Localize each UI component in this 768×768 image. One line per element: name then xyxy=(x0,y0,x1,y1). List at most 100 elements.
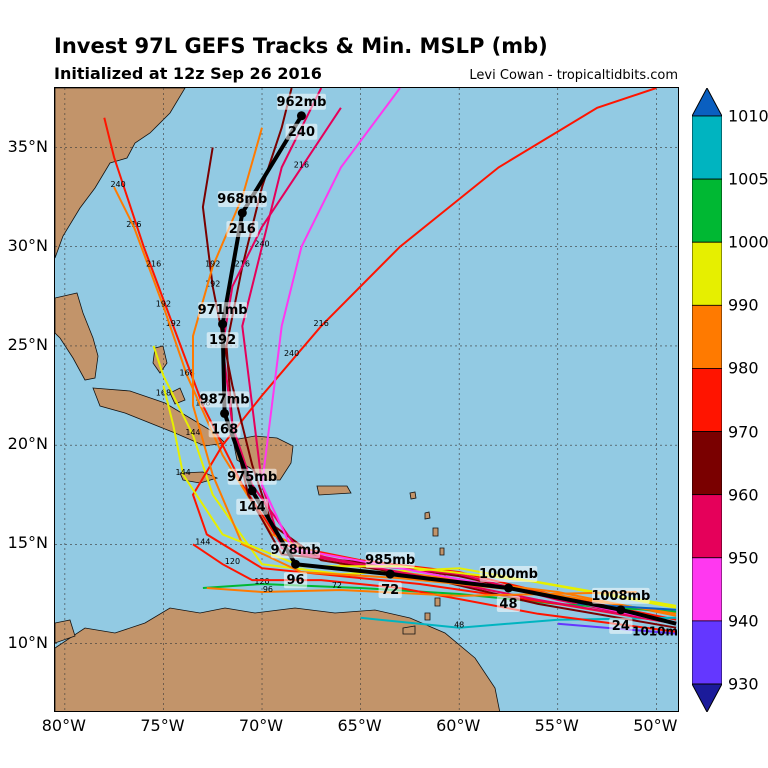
mean-track-point xyxy=(218,319,228,329)
colorbar-band xyxy=(692,178,722,243)
land-central-america xyxy=(55,619,76,644)
colorbar-tick-label: 930 xyxy=(728,674,759,694)
mean-pressure-label-bg xyxy=(365,552,415,569)
mean-pressure-label: 971mb xyxy=(198,303,248,318)
lat-tick-label: 15°N xyxy=(7,533,48,553)
colorbar-tick-label: 1010 xyxy=(728,106,768,126)
member-hour-label: 168 xyxy=(179,369,194,378)
lat-tick-label: 10°N xyxy=(7,632,48,652)
lat-tick-label: 30°N xyxy=(7,235,48,255)
lon-tick-label: 65°W xyxy=(337,716,382,735)
mean-pressure-label: 975mb xyxy=(227,470,277,485)
mean-track-point xyxy=(220,408,230,418)
mean-hour-label-bg xyxy=(378,582,402,599)
member-track-line xyxy=(191,88,677,625)
colorbar-tick-label: 990 xyxy=(728,295,759,315)
lon-tick-label: 80°W xyxy=(41,716,86,735)
mean-pressure-label-bg xyxy=(217,191,267,207)
chart-title: Invest 97L GEFS Tracks & Min. MSLP (mb) xyxy=(54,34,548,58)
member-hour-label: 192 xyxy=(205,260,220,269)
mean-pressure-label: 1000mb xyxy=(479,567,538,582)
colorbar-band xyxy=(692,494,722,559)
land-puerto-rico xyxy=(316,485,352,496)
mean-pressure-label: 985mb xyxy=(365,553,415,568)
track-map: 168 192 216 240 168 192 216 216 240 144 168 120 48 21… xyxy=(55,88,678,711)
mean-track-line xyxy=(220,114,677,626)
lat-tick-label: 35°N xyxy=(7,136,48,156)
colorbar-tick-label: 1000 xyxy=(728,232,768,252)
mean-hour-label: 216 xyxy=(229,222,256,237)
member-hour-label: 48 xyxy=(454,621,464,630)
mean-hour-label: 240 xyxy=(288,125,315,140)
member-hour-label: 72 xyxy=(332,581,342,590)
mean-pressure-label-bg xyxy=(198,302,248,319)
land-florida xyxy=(55,292,99,381)
member-track-line xyxy=(260,88,677,625)
mean-hour-label: 72 xyxy=(381,583,399,598)
colorbar-band xyxy=(692,620,722,685)
colorbar-tick-label: 940 xyxy=(728,611,759,631)
member-hour-label: 144 xyxy=(195,537,210,546)
mean-pressure-label-bg xyxy=(276,93,326,110)
member-hour-label: 216 xyxy=(314,319,329,328)
land-us-east-coast xyxy=(55,88,186,259)
lon-tick-label: 50°W xyxy=(633,716,678,735)
lon-tick-label: 55°W xyxy=(534,716,579,735)
colorbar-tick-label: 1005 xyxy=(728,169,768,189)
colorbar-band xyxy=(692,557,722,622)
colorbar-tick-label: 950 xyxy=(728,548,759,568)
member-hour-label: 216 xyxy=(294,160,309,169)
mean-pressure-label-bg xyxy=(271,542,321,559)
mean-hour-label-bg xyxy=(236,498,269,515)
mean-track-point xyxy=(616,605,626,615)
colorbar-top-extend xyxy=(692,88,722,117)
mean-hour-label-bg xyxy=(609,617,633,634)
colorbar-band xyxy=(692,115,722,180)
member-hour-label: 120 xyxy=(254,577,269,586)
gridlines xyxy=(55,88,678,711)
mean-hour-label-bg xyxy=(285,123,318,140)
member-hour-label: 192 xyxy=(166,319,181,328)
colorbar-tick-label: 980 xyxy=(728,358,759,378)
lon-tick-label: 70°W xyxy=(238,716,284,735)
member-hour-label: 216 xyxy=(126,220,141,229)
land-south-america xyxy=(55,607,501,711)
colorbar-band xyxy=(692,304,722,369)
member-hour-label: 144 xyxy=(176,468,191,477)
mean-hour-label: 144 xyxy=(239,500,266,515)
colorbar-band xyxy=(692,368,722,432)
member-track-line xyxy=(206,587,637,597)
member-tracks: 168 192 216 240 168 192 216 216 240 144 168 120 48 21… xyxy=(103,88,677,635)
mean-hour-label: 168 xyxy=(211,422,238,437)
mean-track-point xyxy=(291,559,301,569)
ensemble-mean-track: 1008mb 24 1000mb 48 985mb 72 978mb 96 975mb 144 98… xyxy=(198,93,678,639)
member-hour-label: 240 xyxy=(110,180,125,189)
mean-pressure-label: 987mb xyxy=(200,392,250,407)
member-track-line xyxy=(201,147,677,629)
mean-hour-label: 24 xyxy=(612,619,630,634)
lat-tick-label: 25°N xyxy=(7,334,48,354)
mean-pressure-label-bg xyxy=(592,587,650,604)
mean-pressure-label-bg xyxy=(227,468,277,485)
mean-pressure-label-bg xyxy=(200,391,250,408)
member-hour-label: 192 xyxy=(156,299,171,308)
member-hour-label: 240 xyxy=(284,349,299,358)
member-hour-label: 240 xyxy=(254,240,269,249)
mean-track-point xyxy=(237,208,247,218)
init-time-subtitle: Initialized at 12z Sep 26 2016 xyxy=(54,64,322,83)
member-track-line xyxy=(202,582,677,613)
mean-track-point xyxy=(503,583,513,593)
member-hour-label: 192 xyxy=(205,279,220,288)
edge-pressure-label: 1010m xyxy=(632,625,678,639)
mean-hour-label-bg xyxy=(226,221,259,237)
colorbar-tick-label: 970 xyxy=(728,422,759,442)
mean-track-point xyxy=(247,486,257,496)
mean-hour-label: 48 xyxy=(499,597,517,612)
colorbar-band xyxy=(692,241,722,306)
member-hour-label: 216 xyxy=(235,260,250,269)
credit-text: Levi Cowan - tropicaltidbits.com xyxy=(469,68,678,83)
mean-hour-label-bg xyxy=(496,596,521,612)
member-hour-label: 120 xyxy=(225,557,240,566)
mean-pressure-label: 962mb xyxy=(276,95,326,110)
lon-tick-label: 60°W xyxy=(436,716,481,735)
